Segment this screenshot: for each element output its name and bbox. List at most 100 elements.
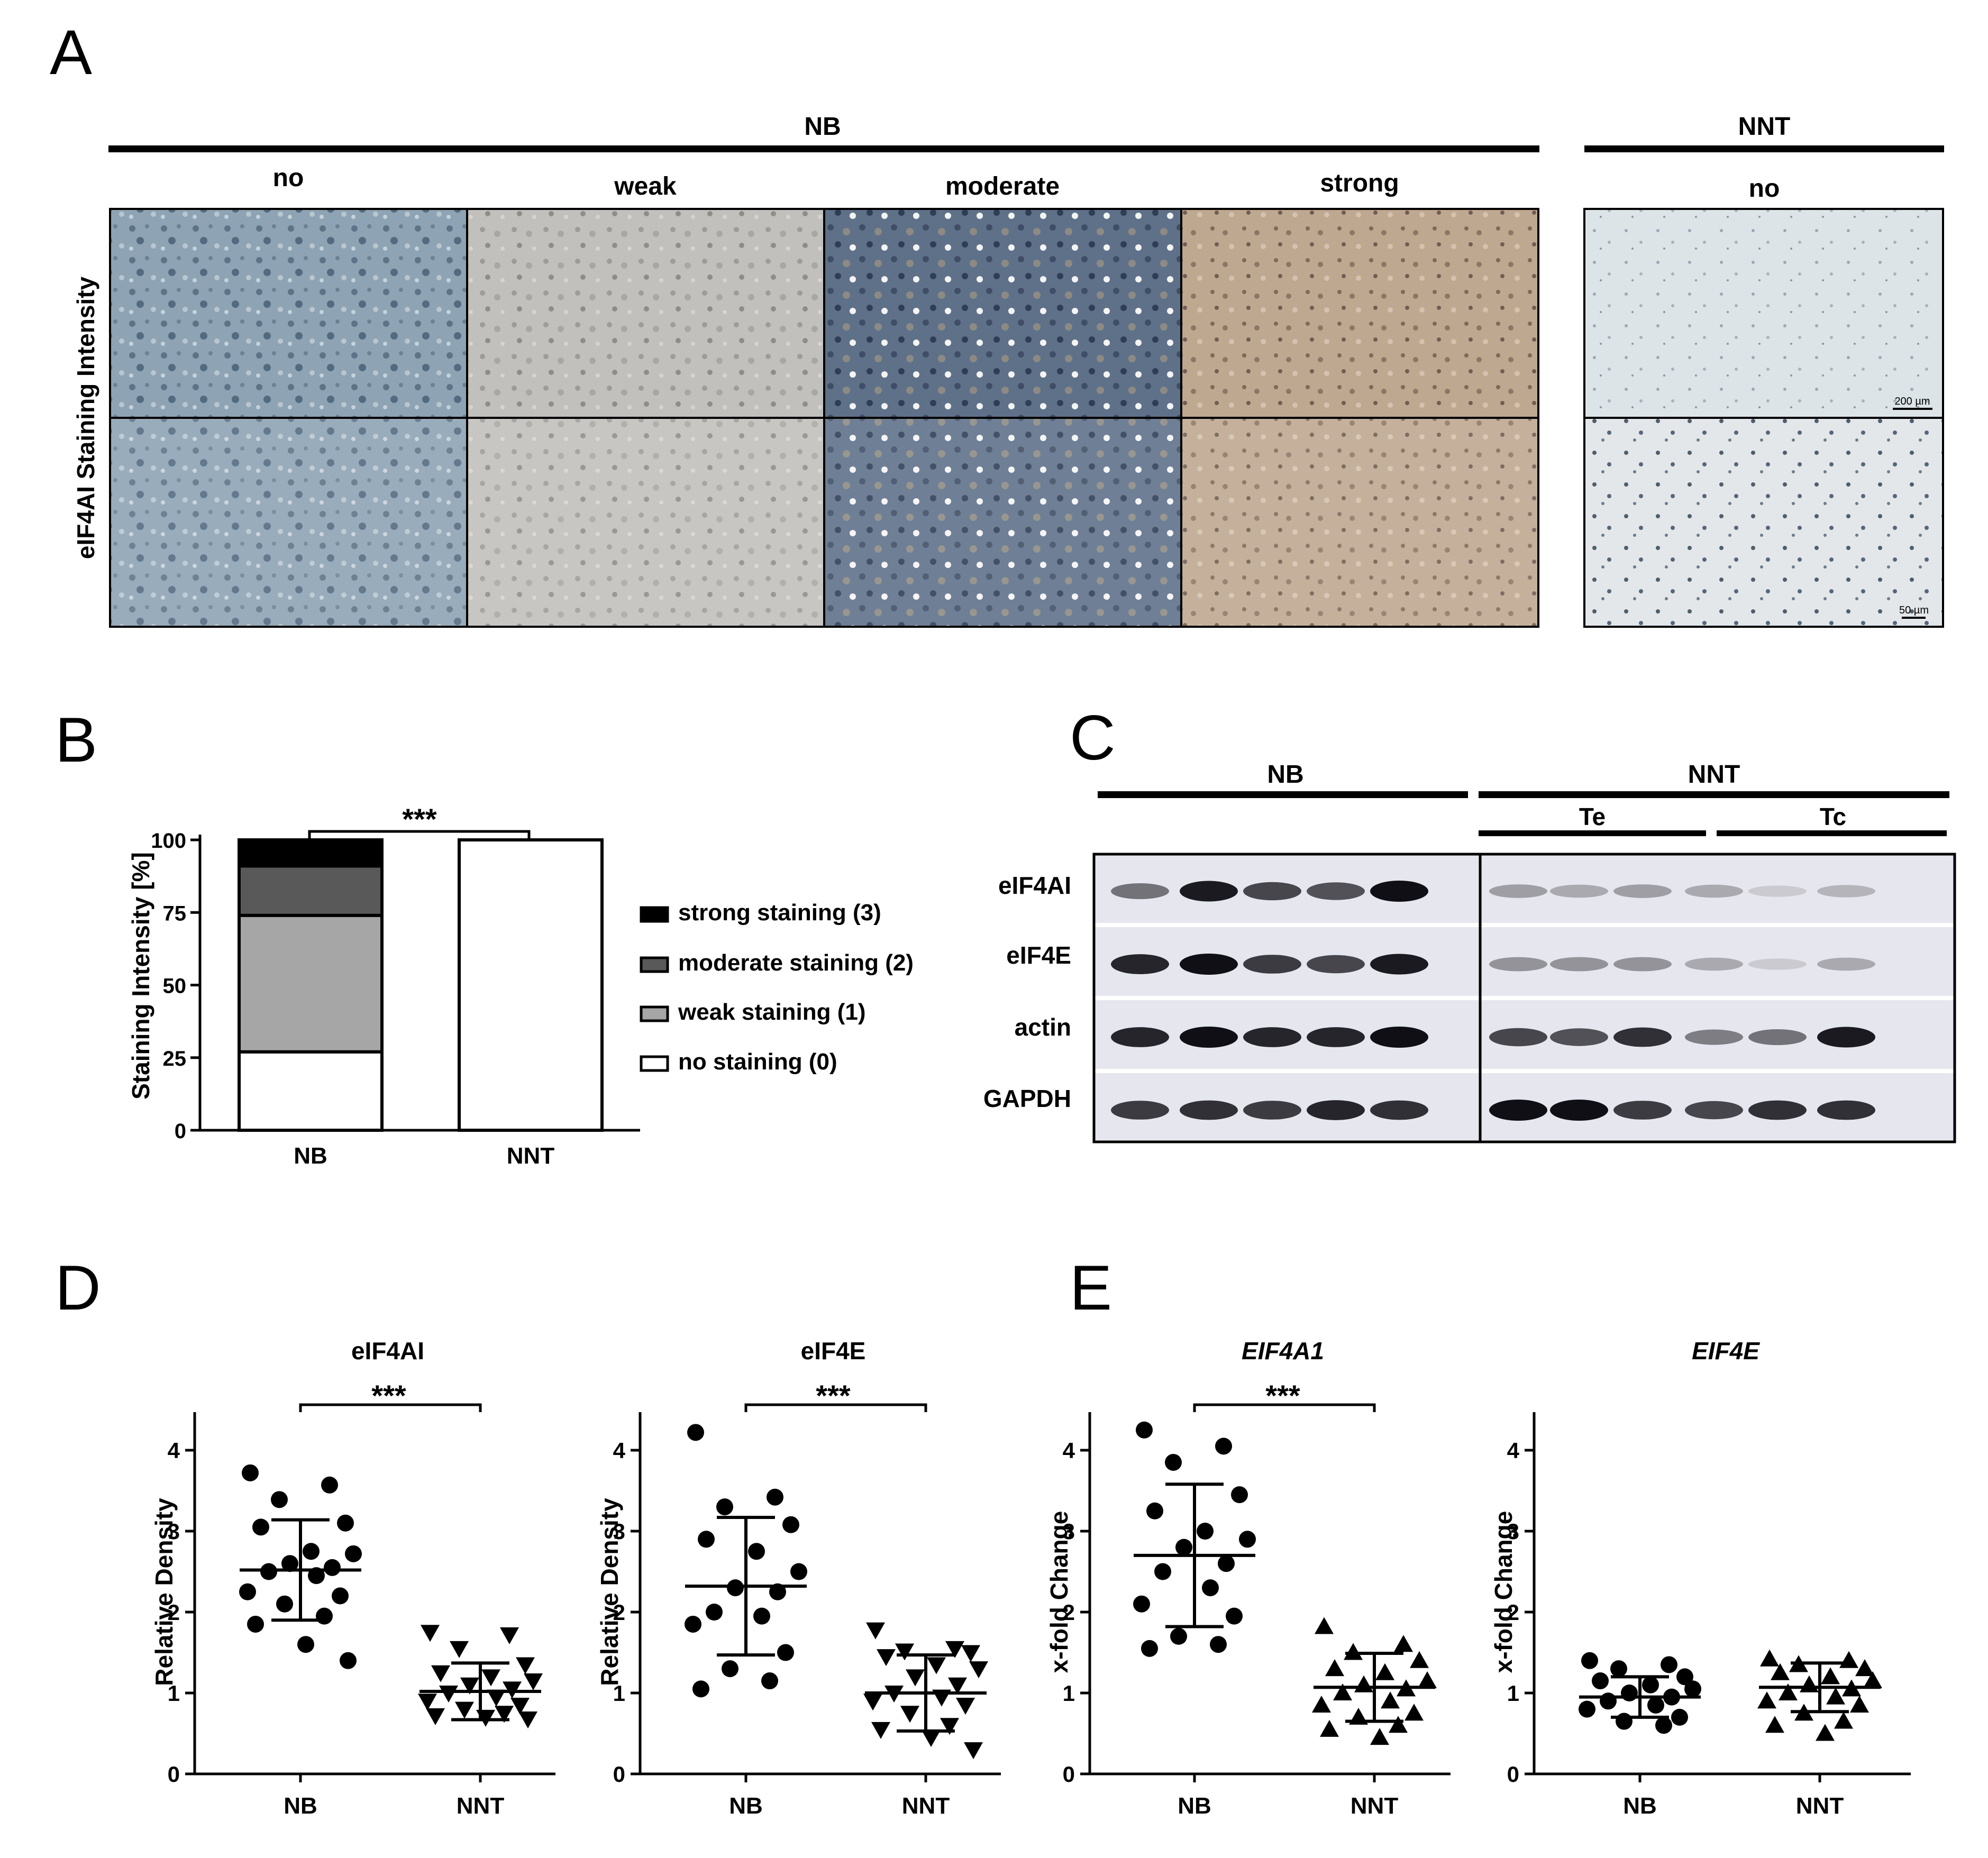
blot-band — [1550, 1100, 1608, 1121]
scatter-y-tick-label: 1 — [1507, 1681, 1519, 1706]
scatter-y-tick-label: 3 — [168, 1519, 180, 1544]
panel-a-nnt-group-label: NNT — [1738, 113, 1791, 141]
blot-row-label-eif4ai: eIF4AI — [998, 872, 1071, 899]
scatter-category-label: NB — [729, 1793, 763, 1819]
data-point-nnt — [1381, 1691, 1400, 1709]
data-point-nnt — [948, 1677, 967, 1695]
scatter-eif4e-protein: eIF4E Relative Density *** 0 1 2 3 4 NB NNT — [596, 1337, 1001, 1819]
scatter-title: eIF4AI — [351, 1337, 424, 1365]
data-point-nnt — [524, 1673, 543, 1691]
data-point-nnt — [1816, 1724, 1835, 1741]
data-point-nb — [340, 1652, 357, 1669]
blot-row-label-actin: actin — [1015, 1013, 1071, 1041]
blot-band — [1613, 1027, 1672, 1047]
b-y-tick-label: 0 — [175, 1120, 186, 1143]
b-legend-swatch — [640, 956, 669, 973]
data-point-nb — [1202, 1579, 1219, 1597]
data-point-nnt — [1826, 1687, 1845, 1705]
data-point-nnt — [1418, 1671, 1437, 1689]
data-point-nnt — [1320, 1719, 1339, 1737]
data-point-nb — [247, 1615, 264, 1633]
data-point-nnt — [863, 1694, 882, 1711]
data-point-nb — [1647, 1696, 1664, 1714]
blot-band — [1685, 1101, 1743, 1120]
data-point-nnt — [1344, 1643, 1363, 1660]
blot-band — [1243, 1101, 1301, 1120]
micrograph-weak-high — [467, 418, 824, 627]
blot-band — [1180, 1100, 1238, 1120]
blot-band — [1243, 882, 1301, 901]
data-point-nnt — [906, 1669, 925, 1687]
blot-band — [1748, 1029, 1807, 1046]
blot-band — [1370, 1100, 1428, 1120]
data-point-nnt — [1765, 1716, 1784, 1733]
blot-band — [1307, 1027, 1365, 1047]
panel-e-letter: E — [1070, 1252, 1112, 1323]
scatter-title: EIF4E — [1692, 1337, 1760, 1365]
panel-c-nb-group-label: NB — [1267, 761, 1303, 789]
scatter-y-tick-label: 4 — [1063, 1438, 1075, 1463]
blot-band — [1370, 1027, 1428, 1048]
blot-band — [1111, 1027, 1169, 1047]
b-bar-segment-nb-2 — [238, 864, 384, 917]
data-point-nnt — [1839, 1651, 1858, 1668]
data-point-nb — [1141, 1640, 1158, 1657]
data-point-nnt — [1405, 1704, 1424, 1721]
scatter-y-tick-label: 2 — [613, 1600, 625, 1625]
blot-band — [1613, 884, 1672, 898]
blot-band — [1370, 881, 1428, 902]
b-legend-swatch — [640, 1055, 669, 1072]
micrograph-no-high — [110, 418, 467, 627]
b-legend-label: weak staining (1) — [678, 999, 866, 1025]
data-point-nnt — [439, 1686, 458, 1703]
data-point-nb — [242, 1464, 259, 1481]
data-point-nb — [1210, 1636, 1227, 1653]
data-point-nb — [303, 1543, 320, 1560]
data-point-nnt — [450, 1641, 469, 1658]
data-point-nb — [767, 1488, 783, 1506]
data-point-nb — [1133, 1595, 1150, 1613]
column-label-no: no — [273, 164, 304, 192]
data-point-nb — [1197, 1523, 1214, 1540]
data-point-nb — [321, 1476, 338, 1494]
scale-bar-bottom — [1902, 617, 1926, 619]
scatter-ylabel: x-fold Change — [1490, 1511, 1517, 1673]
panel-b-letter: B — [55, 704, 97, 775]
b-bar-segment-nb-1 — [238, 913, 384, 1054]
data-point-nb — [1215, 1438, 1232, 1455]
scatter-significance-bracket — [744, 1403, 927, 1412]
blot-band — [1685, 1029, 1743, 1045]
panel-a-nb-group-bar — [108, 145, 1539, 152]
data-point-nnt — [1312, 1695, 1331, 1713]
data-point-nnt — [900, 1706, 919, 1723]
column-label-nnt-no: no — [1749, 175, 1780, 203]
panel-b-significance-bracket — [308, 830, 531, 840]
b-y-tick-label: 75 — [163, 902, 187, 925]
scatter-y-tick-label: 0 — [168, 1762, 180, 1787]
micrograph-nnt-high — [1584, 418, 1943, 627]
scatter-y-tick-label: 2 — [168, 1600, 180, 1625]
blot-band — [1550, 957, 1608, 972]
scatter-y-tick-label: 4 — [613, 1438, 626, 1463]
micrograph-no-low — [110, 209, 467, 418]
blot-band — [1307, 955, 1365, 974]
blot-band — [1817, 957, 1875, 971]
data-point-nb — [706, 1604, 723, 1621]
data-point-nnt — [481, 1669, 500, 1687]
panel-b-legend: strong staining (3) moderate staining (2)… — [640, 900, 914, 1075]
data-point-nb — [337, 1514, 354, 1532]
micrograph-strong-low — [1181, 209, 1538, 418]
scatter-eif4e-mrna: EIF4E x-fold Change 0 1 2 3 4 NB NNT — [1490, 1337, 1911, 1819]
data-point-nb — [324, 1559, 341, 1576]
panel-d-letter: D — [55, 1252, 101, 1323]
data-point-nb — [1170, 1627, 1187, 1645]
data-point-nnt — [1771, 1663, 1790, 1680]
data-point-nnt — [956, 1697, 975, 1715]
data-point-nb — [698, 1531, 715, 1548]
blot-band — [1243, 1027, 1301, 1047]
blot-band — [1370, 954, 1428, 975]
data-point-nb — [1581, 1652, 1598, 1669]
data-point-nb — [1671, 1708, 1688, 1726]
data-point-nnt — [421, 1625, 440, 1642]
